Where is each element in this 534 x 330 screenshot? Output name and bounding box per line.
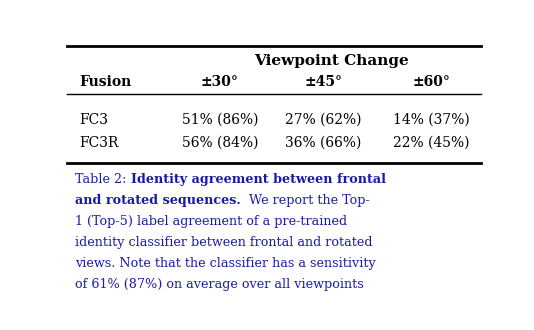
Text: of 61% (87%) on average over all viewpoints: of 61% (87%) on average over all viewpoi… (75, 279, 364, 291)
Text: 22% (45%): 22% (45%) (392, 136, 469, 149)
Text: 36% (66%): 36% (66%) (285, 136, 362, 149)
Text: We report the Top-: We report the Top- (241, 194, 370, 207)
Text: ±60°: ±60° (412, 75, 450, 88)
Text: and rotated sequences.: and rotated sequences. (75, 194, 241, 207)
Text: Table 2:: Table 2: (75, 173, 130, 186)
Text: 1 (Top-5) label agreement of a pre-trained: 1 (Top-5) label agreement of a pre-train… (75, 215, 347, 228)
Text: Fusion: Fusion (79, 75, 131, 88)
Text: identity classifier between frontal and rotated: identity classifier between frontal and … (75, 236, 373, 249)
Text: Identity agreement between frontal: Identity agreement between frontal (130, 173, 386, 186)
Text: 14% (37%): 14% (37%) (392, 113, 469, 127)
Text: Viewpoint Change: Viewpoint Change (254, 54, 409, 68)
Text: views. Note that the classifier has a sensitivity: views. Note that the classifier has a se… (75, 257, 376, 270)
Text: FC3: FC3 (79, 113, 108, 127)
Text: ±45°: ±45° (304, 75, 342, 88)
Text: 56% (84%): 56% (84%) (182, 136, 258, 149)
Text: FC3R: FC3R (79, 136, 119, 149)
Text: 51% (86%): 51% (86%) (182, 113, 258, 127)
Text: 27% (62%): 27% (62%) (285, 113, 362, 127)
Text: ±30°: ±30° (201, 75, 239, 88)
